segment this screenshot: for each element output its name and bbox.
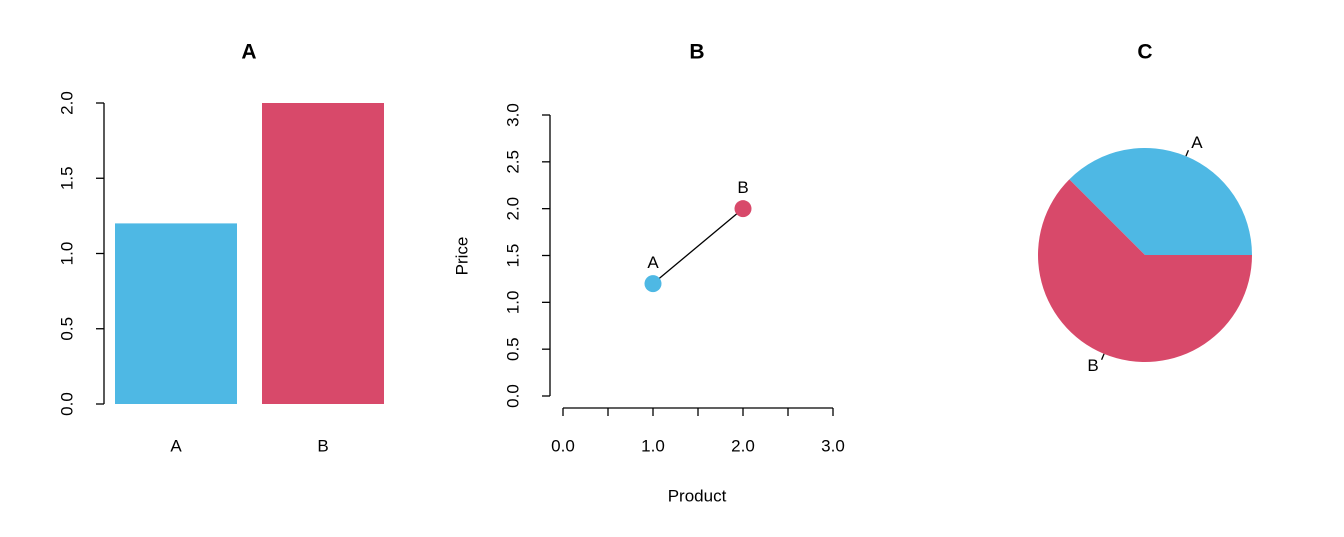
x-tick-label: 3.0 <box>821 436 845 455</box>
x-tick-label: 0.0 <box>551 436 575 455</box>
chart-title: A <box>241 41 256 64</box>
pie-slice <box>1069 148 1253 255</box>
y-tick-label: 1.5 <box>57 166 76 190</box>
y-tick-label: 1.0 <box>503 291 522 315</box>
y-tick-label: 0.5 <box>503 337 522 361</box>
point-label: B <box>737 178 748 197</box>
y-tick-label: 0.0 <box>57 392 76 416</box>
pie-label: A <box>1191 133 1203 152</box>
point <box>644 275 662 293</box>
point-label: A <box>647 253 659 272</box>
y-tick-label: 2.0 <box>57 91 76 115</box>
pie-label-tick <box>1185 149 1190 157</box>
pie-label: B <box>1087 356 1098 375</box>
pie-label-tick <box>1100 353 1105 361</box>
y-axis-label: Price <box>452 237 471 276</box>
y-tick-label: 3.0 <box>503 103 522 127</box>
bar <box>115 223 237 404</box>
y-tick-label: 2.5 <box>503 150 522 174</box>
x-tick-label: A <box>170 436 182 455</box>
x-tick-label: B <box>317 436 328 455</box>
y-tick-label: 1.5 <box>503 244 522 268</box>
x-axis-label: Product <box>668 486 727 505</box>
y-tick-label: 1.0 <box>57 242 76 266</box>
chart-title: B <box>689 41 704 64</box>
bar <box>262 103 384 404</box>
y-tick-label: 0.0 <box>503 384 522 408</box>
x-tick-label: 2.0 <box>731 436 755 455</box>
x-tick-label: 1.0 <box>641 436 665 455</box>
y-tick-label: 0.5 <box>57 317 76 341</box>
point <box>734 200 752 218</box>
line <box>652 208 744 285</box>
pie-slice <box>1038 179 1252 362</box>
chart-title: C <box>1137 41 1152 64</box>
y-tick-label: 2.0 <box>503 197 522 221</box>
